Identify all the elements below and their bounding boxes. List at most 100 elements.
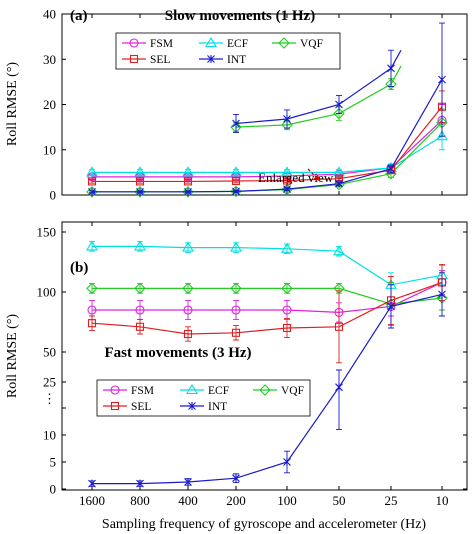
- panel-b-ytick-label-7: 150: [37, 225, 57, 240]
- panel-a-point-int-3: [232, 187, 240, 196]
- panel-a-legend-label-int: INT: [227, 54, 246, 66]
- panel-b-legend-label-fsm: FSM: [131, 385, 154, 397]
- panel-b-point-fsm-4: [282, 305, 292, 315]
- panel-b-xtick-label-6: 25: [385, 493, 398, 508]
- panel-b-point-int-3: [232, 474, 240, 483]
- panel-b-point-int-7: [438, 290, 446, 299]
- panel-a-legend-label-ecf: ECF: [227, 38, 248, 50]
- panel-b-point-sel-3: [231, 328, 241, 337]
- panel-a-errorbar-ecf-1: [137, 169, 143, 176]
- panel-a-line-ecf: [92, 135, 443, 173]
- panel-b-line-sel: [91, 281, 443, 335]
- enlarged-view-arrowhead: [313, 175, 320, 181]
- panel-b-ytick-label-5: 50: [43, 345, 56, 360]
- panel-a-legend-marker-sel: [129, 54, 139, 64]
- panel-a-point-int-6: [387, 164, 395, 173]
- panel-b-legend-label-vqf: VQF: [281, 385, 304, 397]
- panel-b-point-ecf-2: [182, 241, 194, 252]
- panel-b-point-ecf-3: [230, 241, 242, 252]
- panel-a-legend-marker-ecf: [205, 36, 217, 48]
- panel-b-xtick-label-2: 400: [178, 493, 198, 508]
- panel-b-series-int: [88, 272, 446, 488]
- panel-b-point-vqf-4: [281, 282, 293, 295]
- panel-a-legend-marker-int: [207, 55, 215, 63]
- panel-a-point-ecf-7: [436, 130, 448, 141]
- panel-b-legend-marker-vqf: [259, 384, 271, 396]
- panel-b-title: Fast movements (3 Hz): [104, 345, 251, 361]
- panel-a-legend-entry-vqf: VQF: [272, 37, 323, 50]
- panel-a-point-vqf-1: [134, 186, 146, 198]
- panel-b-line-int: [92, 293, 443, 485]
- panel-b-point-vqf-1: [134, 282, 146, 295]
- panel-b-xtick-label-7: 10: [436, 493, 449, 508]
- panel-a-legend-entry-int: INT: [199, 54, 246, 66]
- panel-b-legend-label-ecf: ECF: [208, 385, 229, 397]
- enlarged-view-annotation: Enlarged view: [258, 170, 334, 185]
- panel-b-xtick-label-0: 1600: [79, 493, 105, 508]
- panel-a-point-int-0: [88, 187, 96, 196]
- panel-a-point-int-4: [283, 185, 291, 194]
- panel-b-point-ecf-5: [333, 245, 345, 256]
- panel-a-point-ecf-5: [333, 166, 345, 177]
- panel-a-legend-label-vqf: VQF: [300, 38, 323, 50]
- panel-a-series-int: [88, 22, 446, 196]
- panel-b-ytick-label-2: 10: [43, 428, 56, 443]
- panel-a-point-ecf-3: [230, 166, 242, 177]
- panel-b-label: (b): [70, 260, 88, 276]
- panel-a-point-int-5: [335, 179, 343, 188]
- panel-a-label: (a): [70, 8, 88, 24]
- panel-a-title: Slow movements (1 Hz): [165, 8, 315, 24]
- panel-a-legend-label-sel: SEL: [150, 54, 170, 66]
- panel-b-ytick-label-0: 0: [50, 482, 57, 497]
- panel-b-ytick-label-4: 25: [43, 375, 56, 390]
- panel-b-line-ecf: [92, 245, 443, 286]
- panel-a-errorbar-sel-1: [137, 179, 143, 184]
- panel-b: 0 5 10 25 50 100 150 1600 800 400 200 100 50 25 10 (b…: [5, 221, 468, 532]
- panel-a-inset-point-int-1: [283, 114, 291, 123]
- panel-b-point-ecf-0: [86, 240, 98, 251]
- panel-a-errorbar-sel-3: [233, 178, 239, 184]
- panel-a-errorbar-ecf-0: [89, 169, 95, 176]
- panel-a-point-vqf-3: [230, 185, 242, 198]
- panel-b-point-ecf-4: [281, 242, 293, 253]
- panel-a-legend-marker-vqf: [278, 37, 290, 49]
- panel-b-errorbar-sel-2: [185, 326, 191, 342]
- panel-b-point-sel-0: [87, 319, 97, 328]
- panel-a-legend-entry-sel: SEL: [122, 54, 170, 66]
- panel-b-legend-entry-int: INT: [180, 401, 227, 413]
- panel-b-point-int-0: [88, 479, 96, 488]
- panel-a-legend-entry-fsm: FSM: [122, 38, 173, 50]
- panel-a-point-sel-3: [231, 176, 241, 186]
- panel-b-legend: [96, 379, 311, 417]
- panel-b-errorbar-sel-5: [336, 290, 342, 364]
- panel-b-point-vqf-3: [230, 282, 242, 295]
- panel-b-point-sel-2: [183, 329, 193, 339]
- panel-b-point-fsm-1: [135, 305, 145, 315]
- panel-b-series-fsm: [87, 269, 447, 323]
- panel-b-xtick-label-4: 100: [277, 493, 297, 508]
- panel-b-ytick-label-6: 100: [37, 285, 57, 300]
- panel-a-errorbar-ecf-2: [185, 169, 191, 176]
- panel-a-inset-line-vqf: [235, 65, 402, 128]
- panel-a-legend-marker-fsm: [129, 38, 139, 48]
- panel-a-inset-point-int-0: [232, 119, 240, 128]
- panel-b-errorbar-fsm-3: [233, 299, 239, 321]
- panel-b-point-int-4: [283, 458, 291, 466]
- panel-b-legend-marker-sel: [110, 401, 120, 411]
- panel-a-point-sel-1: [135, 177, 145, 186]
- panel-b-point-sel-1: [135, 322, 145, 331]
- panel-a-point-ecf-4: [281, 166, 293, 177]
- panel-a-point-vqf-4: [281, 183, 293, 196]
- panel-b-xtick-label-1: 800: [130, 493, 150, 508]
- panel-a-inset-point-vqf-1: [281, 119, 293, 131]
- panel-a-point-int-7: [438, 75, 446, 84]
- panel-b-xtick-label-3: 200: [226, 493, 246, 508]
- panel-a-ylabel: Roll RMSE (°): [5, 62, 20, 147]
- panel-a-ytick-label-1: 10: [43, 142, 56, 157]
- panel-a-inset-point-int-3: [387, 64, 395, 73]
- panel-b-point-fsm-3: [231, 305, 241, 315]
- panel-b-point-int-6: [387, 302, 395, 311]
- panel-a-legend: [115, 32, 341, 70]
- panel-b-legend-label-int: INT: [208, 401, 227, 413]
